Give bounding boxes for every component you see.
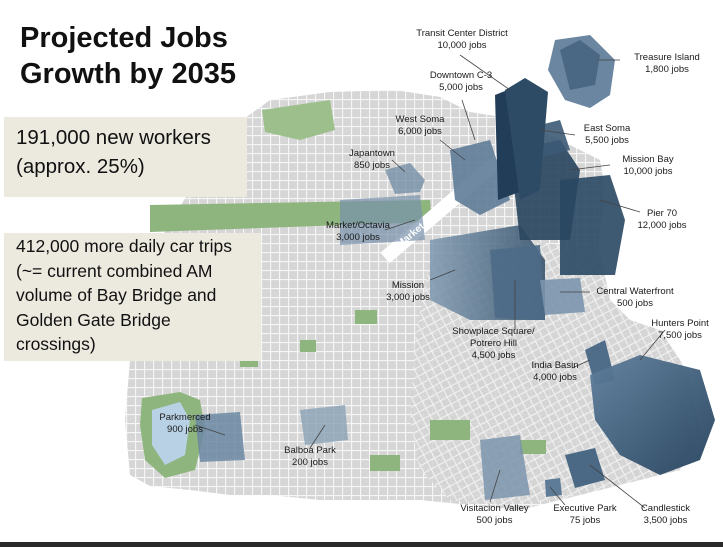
label-downtown-c3: Downtown C-3 5,000 jobs: [421, 70, 501, 94]
label-showplace-square: Showplace Square/ Potrero Hill 4,500 job…: [446, 326, 541, 362]
title-line-2: Growth by 2035: [20, 58, 236, 90]
area-jobs: 900 jobs: [167, 424, 203, 435]
area-market-octavia: [340, 195, 425, 245]
area-candlestick: [565, 448, 605, 488]
area-jobs: 3,500 jobs: [643, 515, 688, 526]
park-d: [370, 455, 400, 471]
area-pier70: [560, 175, 625, 275]
car-trips-line-2: (~= current combined AM: [16, 260, 213, 281]
area-jobs: 3,000 jobs: [336, 232, 380, 243]
label-treasure-island: Treasure Island 1,800 jobs: [622, 52, 712, 76]
car-trips-line-4: Golden Gate Bridge: [16, 309, 171, 330]
label-mission: Mission 3,000 jobs: [373, 280, 443, 304]
label-transit-center: Transit Center District 10,000 jobs: [412, 28, 512, 52]
presidio: [262, 100, 335, 140]
label-mission-bay: Mission Bay 10,000 jobs: [608, 154, 688, 178]
area-name: Mission Bay: [622, 154, 674, 165]
area-west-soma: [450, 140, 510, 215]
area-name: Pier 70: [646, 208, 678, 219]
area-name: East Soma: [583, 123, 631, 134]
park-f: [520, 440, 546, 454]
area-jobs: 3,000 jobs: [386, 292, 430, 303]
area-name: India Basin: [531, 360, 579, 371]
title-line-1: Projected Jobs: [20, 22, 228, 54]
label-market-octavia: Market/Octavia 3,000 jobs: [318, 220, 398, 244]
area-name: Executive Park: [553, 503, 617, 514]
area-name: Showplace Square/: [452, 326, 535, 337]
label-pier-70: Pier 70 12,000 jobs: [622, 208, 702, 232]
area-jobs: 10,000 jobs: [623, 166, 673, 177]
label-west-soma: West Soma 6,000 jobs: [385, 114, 455, 138]
area-jobs: 5,000 jobs: [439, 82, 483, 93]
area-parkmerced: [195, 412, 245, 462]
area-name: Mission: [391, 280, 425, 291]
area-name-2: Potrero Hill: [470, 338, 517, 349]
car-trips-line-3: volume of Bay Bridge and: [16, 285, 217, 306]
label-parkmerced: Parkmerced 900 jobs: [150, 412, 220, 436]
park-a: [355, 310, 377, 324]
area-jobs: 850 jobs: [354, 160, 390, 171]
label-executive-park: Executive Park 75 jobs: [545, 503, 625, 527]
area-hunters-point: [590, 355, 715, 475]
area-name: Treasure Island: [634, 52, 700, 63]
area-name: Transit Center District: [416, 28, 508, 39]
new-workers-box: 191,000 new workers (approx. 25%): [4, 117, 247, 197]
area-jobs: 6,000 jobs: [398, 126, 442, 137]
area-name: Visitacion Valley: [460, 503, 529, 514]
label-visitacion-valley: Visitacion Valley 500 jobs: [452, 503, 537, 527]
area-central-waterfront: [540, 278, 585, 315]
label-balboa-park: Balboa Park 200 jobs: [275, 445, 345, 469]
area-jobs: 200 jobs: [292, 457, 328, 468]
area-name: Hunters Point: [651, 318, 709, 329]
car-trips-line-5: crossings): [16, 334, 96, 355]
new-workers-line-2: (approx. 25%): [16, 155, 145, 178]
label-hunters-point: Hunters Point 7,500 jobs: [640, 318, 720, 342]
area-jobs: 75 jobs: [569, 515, 601, 526]
area-jobs: 500 jobs: [617, 298, 653, 309]
area-name: Central Waterfront: [596, 286, 674, 297]
area-name: Market/Octavia: [326, 220, 390, 231]
area-jobs: 1,800 jobs: [645, 64, 689, 75]
label-india-basin: India Basin 4,000 jobs: [520, 360, 590, 384]
area-name: Downtown C-3: [429, 70, 493, 81]
area-jobs: 7,500 jobs: [658, 330, 702, 341]
page-title: Projected Jobs Growth by 2035: [20, 20, 236, 92]
area-jobs: 10,000 jobs: [437, 40, 487, 51]
bottom-edge-shadow: [0, 542, 723, 547]
area-name: Candlestick: [640, 503, 691, 514]
area-jobs: 500 jobs: [476, 515, 513, 526]
treasure-island-tower: [560, 40, 600, 90]
tower-transit: [505, 78, 548, 200]
car-trips-line-1: 412,000 more daily car trips: [16, 236, 232, 256]
park-b: [300, 340, 316, 352]
area-name: Balboa Park: [284, 445, 336, 456]
area-jobs: 4,500 jobs: [471, 350, 516, 361]
area-name: Parkmerced: [159, 412, 211, 423]
label-central-waterfront: Central Waterfront 500 jobs: [585, 286, 685, 310]
area-visitacion: [480, 435, 530, 500]
new-workers-line-1: 191,000 new workers: [16, 126, 211, 149]
area-name: West Soma: [395, 114, 445, 125]
area-jobs: 4,000 jobs: [533, 372, 577, 383]
park-c: [430, 420, 470, 440]
lake-water: [152, 402, 190, 465]
area-jobs: 12,000 jobs: [637, 220, 687, 231]
area-showplace: [490, 245, 545, 320]
label-japantown: Japantown 850 jobs: [337, 148, 407, 172]
label-candlestick: Candlestick 3,500 jobs: [628, 503, 703, 527]
area-name: Japantown: [349, 148, 395, 159]
area-japantown: [385, 163, 425, 194]
area-executive: [545, 478, 562, 497]
area-balboa: [300, 405, 348, 445]
label-east-soma: East Soma 5,500 jobs: [567, 123, 647, 147]
car-trips-box: 412,000 more daily car trips (~= current…: [4, 233, 261, 361]
area-jobs: 5,500 jobs: [585, 135, 629, 146]
